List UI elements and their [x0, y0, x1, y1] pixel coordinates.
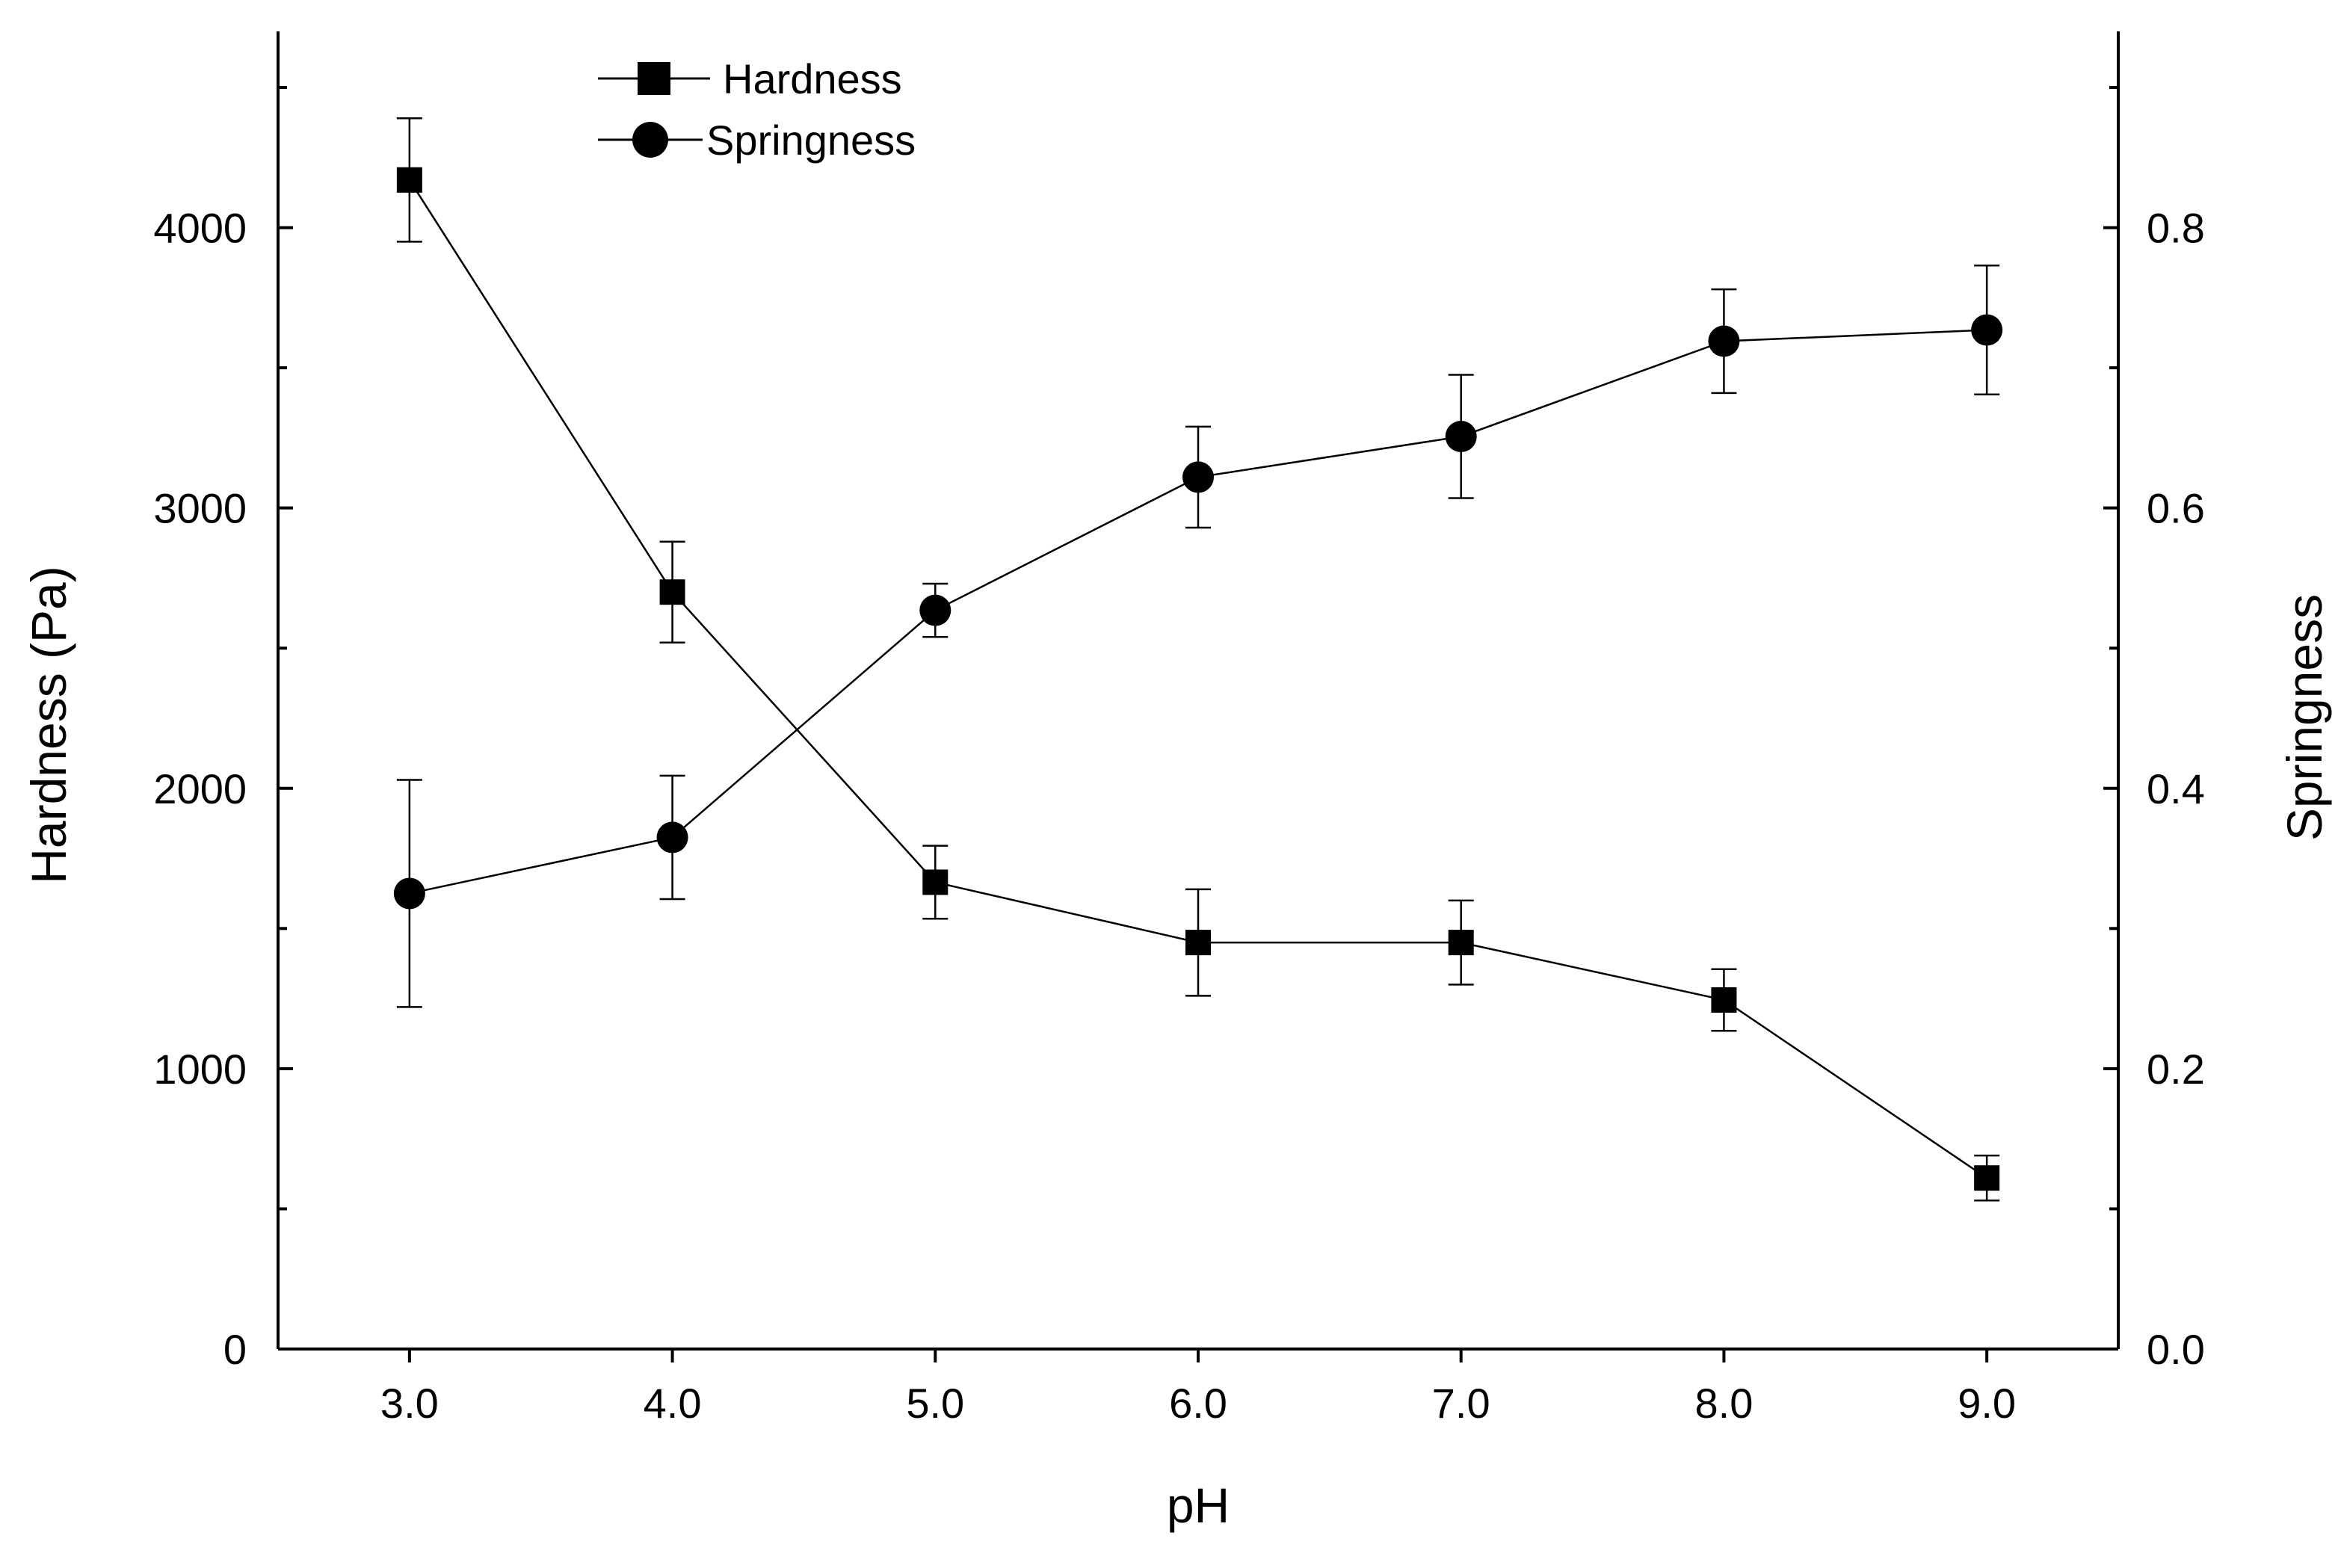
hardness-point	[1448, 930, 1474, 956]
x-tick-label: 4.0	[644, 1380, 702, 1427]
y-right-tick-label: 0.6	[2147, 485, 2205, 532]
springness-point	[1971, 314, 2003, 346]
y-left-tick-label: 4000	[153, 205, 247, 252]
springness-point	[1445, 421, 1477, 453]
hardness-point	[1185, 930, 1211, 956]
x-tick-label: 8.0	[1694, 1380, 1753, 1427]
y-left-tick-label: 2000	[153, 765, 247, 812]
springness-point	[1708, 325, 1740, 357]
y-right-tick-label: 0.0	[2147, 1326, 2205, 1373]
series-layer	[393, 117, 2003, 1202]
legend-hardness-marker	[638, 62, 670, 95]
x-tick-label: 7.0	[1432, 1380, 1490, 1427]
y-left-tick-label: 1000	[153, 1046, 247, 1093]
axes-layer: 3.0 4.0 5.0 6.0 7.0 8.0 9.0 0 1000 2000 3000 4000 0.…	[153, 31, 2205, 1427]
y-right-tick-label: 0.8	[2147, 205, 2205, 252]
hardness-point	[396, 167, 422, 193]
x-tick-label: 9.0	[1958, 1380, 2016, 1427]
hardness-point	[922, 869, 949, 895]
hardness-point	[1711, 987, 1737, 1013]
y-axis-left-title: Hardness (Pa)	[21, 566, 76, 884]
series-springness	[393, 264, 2003, 1008]
legend: Hardness Springness	[598, 55, 916, 164]
y-left-tick-label: 0	[223, 1326, 247, 1373]
legend-springness-label: Springness	[706, 117, 916, 164]
y-right-tick-label: 0.2	[2147, 1046, 2205, 1093]
y-left-tick-label: 3000	[153, 485, 247, 532]
springness-point	[919, 594, 951, 626]
springness-point	[393, 877, 425, 910]
x-axis-title: pH	[1167, 1478, 1230, 1533]
x-tick-label: 6.0	[1169, 1380, 1227, 1427]
hardness-point	[1974, 1165, 2000, 1191]
springness-point	[656, 821, 688, 854]
x-tick-label: 5.0	[906, 1380, 964, 1427]
legend-springness-marker	[632, 122, 668, 158]
x-tick-label: 3.0	[380, 1380, 439, 1427]
y-axis-right-title: Springness	[2277, 594, 2332, 841]
legend-hardness-label: Hardness	[723, 55, 902, 102]
series-hardness	[396, 117, 2000, 1202]
hardness-point	[659, 579, 685, 605]
y-right-tick-label: 0.4	[2147, 765, 2205, 812]
springness-point	[1182, 461, 1214, 493]
